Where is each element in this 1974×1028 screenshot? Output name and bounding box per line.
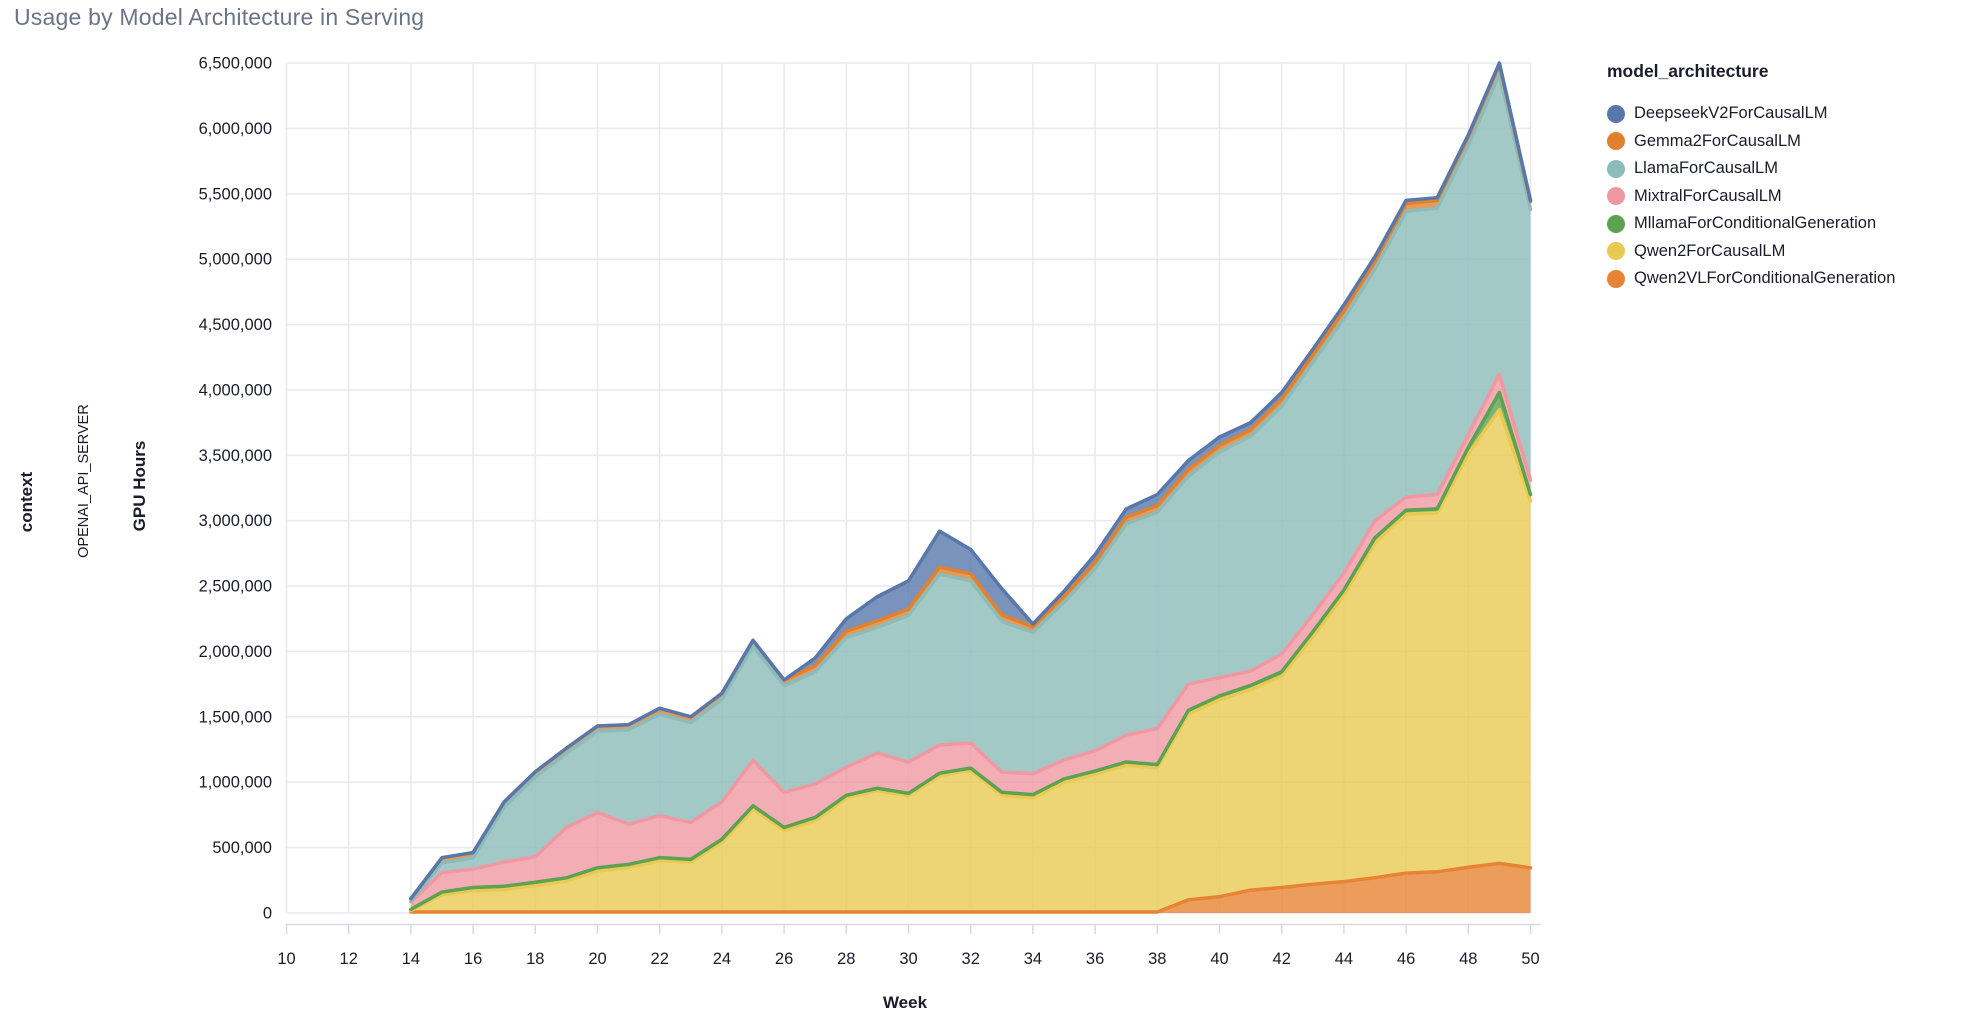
y-tick-label: 4,500,000 [199, 316, 272, 334]
legend: model_architecture DeepseekV2ForCausalLM… [1607, 48, 1967, 293]
legend-item-Qwen2ForCausalLM[interactable]: Qwen2ForCausalLM [1607, 238, 1967, 266]
x-tick-label: 14 [402, 950, 420, 968]
y-tick-label: 5,500,000 [199, 185, 272, 203]
y-tick-label: 500,000 [212, 839, 272, 857]
chart-title: Usage by Model Architecture in Serving [14, 4, 425, 30]
x-tick-label: 40 [1210, 950, 1228, 968]
x-tick-label: 28 [837, 950, 855, 968]
x-tick-label: 32 [962, 950, 980, 968]
x-tick-label: 20 [588, 950, 606, 968]
area-top-lines [409, 61, 1533, 914]
line-Qwen2ForCausalLM [409, 407, 1533, 913]
x-tick-label: 50 [1521, 950, 1539, 968]
x-tick-label: 22 [651, 950, 669, 968]
line-LlamaForCausalLM [409, 72, 1533, 903]
legend-item-Qwen2VLForConditionalGeneration[interactable]: Qwen2VLForConditionalGeneration [1607, 265, 1967, 293]
y-tick-label: 1,500,000 [199, 708, 272, 726]
legend-swatch-icon [1607, 159, 1625, 178]
legend-item-MixtralForCausalLM[interactable]: MixtralForCausalLM [1607, 183, 1967, 211]
y-tick-label: 5,000,000 [199, 251, 272, 269]
legend-swatch-icon [1607, 104, 1625, 123]
x-tick-label: 46 [1397, 950, 1415, 968]
x-tick-label: 18 [526, 950, 544, 968]
y-tick-label: 2,000,000 [199, 643, 272, 661]
area-Qwen2VLForConditionalGeneration [410, 863, 1531, 913]
legend-swatch-icon [1607, 132, 1625, 151]
area-fills [410, 63, 1531, 913]
y-tick-label: 0 [263, 905, 272, 923]
x-tick-label: 26 [775, 950, 793, 968]
legend-title: model_architecture [1607, 61, 1769, 81]
legend-item-LlamaForCausalLM[interactable]: LlamaForCausalLM [1607, 155, 1967, 183]
x-tick-label: 10 [277, 950, 295, 968]
x-tick-label: 48 [1459, 950, 1477, 968]
line-MllamaForConditionalGeneration [409, 390, 1533, 912]
x-tick-label: 34 [1024, 950, 1042, 968]
legend-item-Gemma2ForCausalLM[interactable]: Gemma2ForCausalLM [1607, 128, 1967, 156]
y-axis-labels: 0 500,000 1,000,000 1,500,000 2,000,000 2,500… [199, 55, 272, 923]
x-tick-label: 38 [1148, 950, 1166, 968]
x-axis-title: Week [882, 993, 928, 1012]
x-tick-label: 44 [1335, 950, 1353, 968]
y-tick-label: 2,500,000 [199, 578, 272, 596]
y-tick-label: 6,000,000 [199, 120, 272, 138]
x-tick-label: 24 [713, 950, 731, 968]
legend-swatch-icon [1607, 187, 1625, 206]
legend-item-label: LlamaForCausalLM [1634, 159, 1778, 178]
y-tick-label: 4,000,000 [199, 381, 272, 399]
legend-item-label: Qwen2ForCausalLM [1634, 241, 1786, 260]
legend-swatch-icon [1607, 242, 1625, 261]
x-tick-label: 30 [899, 950, 917, 968]
x-tick-label: 36 [1086, 950, 1104, 968]
x-tick-label: 16 [464, 950, 482, 968]
legend-item-MllamaForConditionalGeneration[interactable]: MllamaForConditionalGeneration [1607, 210, 1967, 238]
line-MixtralForCausalLM [409, 372, 1533, 904]
x-tick-label: 42 [1273, 950, 1291, 968]
legend-item-label: DeepseekV2ForCausalLM [1634, 104, 1828, 123]
legend-swatch-icon [1607, 269, 1625, 288]
legend-items: DeepseekV2ForCausalLM Gemma2ForCausalLM Ll… [1607, 100, 1967, 293]
y-tick-label: 1,000,000 [199, 774, 272, 792]
line-Qwen2VLForConditionalGeneration [409, 861, 1533, 914]
legend-item-label: MllamaForConditionalGeneration [1634, 214, 1877, 233]
y-tick-label: 3,500,000 [199, 447, 272, 465]
y-tick-label: 6,500,000 [199, 55, 272, 73]
x-tick-label: 12 [340, 950, 358, 968]
legend-swatch-icon [1607, 214, 1625, 233]
legend-item-DeepseekV2ForCausalLM[interactable]: DeepseekV2ForCausalLM [1607, 100, 1967, 128]
legend-item-label: Gemma2ForCausalLM [1634, 131, 1801, 150]
x-axis: 10 12 14 16 18 20 22 24 26 28 30 32 34 36 38 40 42 44 46 48… [277, 923, 1541, 968]
y-tick-label: 3,000,000 [199, 512, 272, 530]
legend-item-label: MixtralForCausalLM [1634, 186, 1782, 205]
legend-item-label: Qwen2VLForConditionalGeneration [1634, 269, 1896, 288]
line-DeepseekV2ForCausalLM [409, 61, 1533, 901]
area-Qwen2ForCausalLM [410, 409, 1531, 912]
area-LlamaForCausalLM [410, 74, 1531, 902]
